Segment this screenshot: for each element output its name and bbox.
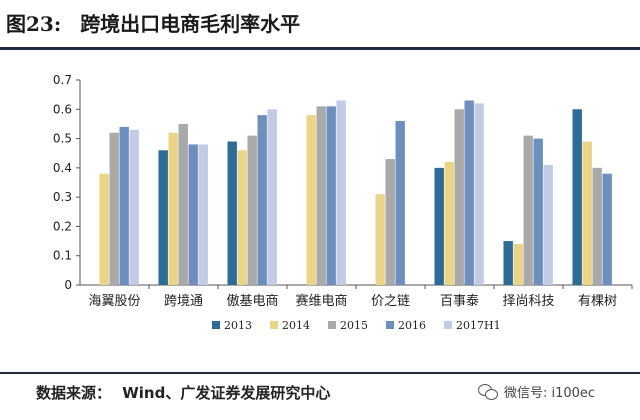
figure-number: 图23: (6, 12, 62, 36)
x-tick-label: 百事泰 (440, 294, 479, 309)
figure-title: 图23: 跨境出口电商毛利率水平 (6, 4, 634, 44)
bar-2017H1 (267, 109, 277, 286)
bar-2014 (168, 132, 178, 285)
source-label: 数据来源： (36, 384, 112, 402)
bar-2014 (582, 141, 592, 285)
bar-2016 (464, 100, 474, 285)
legend-swatch-2015 (328, 321, 336, 329)
legend-swatch-2016 (386, 321, 394, 329)
bar-2015 (316, 106, 326, 285)
bar-2013 (572, 109, 582, 286)
watermark: 微信号: i100ec (478, 382, 595, 401)
y-tick-label: 0.1 (53, 249, 72, 263)
legend-label-2013: 2013 (224, 319, 252, 332)
y-tick-label: 0.2 (53, 219, 72, 233)
bar-2014 (513, 244, 523, 285)
bar-2016 (602, 173, 612, 285)
bar-2016 (326, 106, 336, 285)
y-tick-label: 0 (64, 278, 72, 292)
bar-2017H1 (336, 100, 346, 285)
bar-2013 (227, 141, 237, 285)
bar-2015 (592, 167, 602, 285)
bar-2016 (257, 115, 267, 286)
x-tick-label: 价之链 (371, 294, 410, 309)
y-tick-label: 0.6 (53, 102, 72, 116)
bar-2017H1 (129, 129, 139, 285)
x-tick-label: 跨境通 (164, 294, 203, 309)
bar-2016 (119, 126, 129, 285)
legend-label-2015: 2015 (340, 319, 368, 332)
chart-title: 跨境出口电商毛利率水平 (80, 12, 301, 36)
bar-2017H1 (474, 103, 484, 285)
bar-2014 (237, 150, 247, 285)
bar-2017H1 (198, 144, 208, 285)
bar-2013 (158, 150, 168, 285)
bar-2014 (99, 173, 109, 285)
bar-2015 (454, 109, 464, 286)
bar-2013 (434, 167, 444, 285)
x-tick-label: 有棵树 (578, 294, 617, 309)
legend-label-2014: 2014 (282, 319, 310, 332)
watermark-text: 微信号: i100ec (504, 386, 596, 401)
y-tick-label: 0.5 (53, 132, 72, 146)
bar-2015 (385, 159, 395, 285)
x-tick-label: 海翼股份 (88, 294, 140, 309)
bar-2016 (533, 138, 543, 285)
bar-2016 (395, 121, 405, 285)
x-tick-label: 傲基电商 (226, 294, 278, 309)
legend-swatch-2013 (212, 321, 220, 329)
top-divider (0, 47, 640, 50)
y-tick-label: 0.7 (53, 73, 72, 87)
bottom-divider (0, 372, 640, 374)
wechat-icon (478, 383, 498, 400)
bar-2013 (503, 241, 513, 285)
bar-2014 (375, 194, 385, 285)
bar-2015 (523, 135, 533, 285)
bar-2015 (247, 135, 257, 285)
bar-2016 (188, 144, 198, 285)
bar-chart: 0 0.1 0.2 0.3 0.4 0.5 0.6 0.7 海翼股份 跨境通 傲基电商 赛维电商 价之链… (53, 73, 633, 332)
legend-swatch-2014 (270, 321, 278, 329)
y-tick-label: 0.4 (53, 161, 72, 175)
legend-label-2016: 2016 (398, 319, 426, 332)
legend-label-2017H1: 2017H1 (456, 319, 501, 332)
bar-2017H1 (543, 164, 553, 285)
legend-swatch-2017H1 (444, 321, 452, 329)
source-text: Wind、广发证券发展研究中心 (122, 384, 331, 402)
y-tick-label: 0.3 (53, 190, 72, 204)
bar-2015 (109, 132, 119, 285)
data-source: 数据来源： Wind、广发证券发展研究中心 (36, 382, 330, 403)
x-tick-label: 赛维电商 (295, 293, 347, 309)
bar-2014 (444, 162, 454, 285)
bar-2015 (178, 123, 188, 285)
x-tick-label: 择尚科技 (502, 294, 554, 309)
bar-2014 (306, 115, 316, 286)
